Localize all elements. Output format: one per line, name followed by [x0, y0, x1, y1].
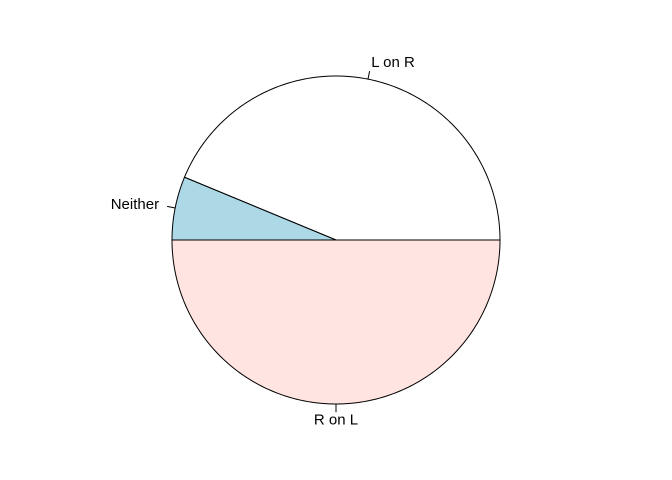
pie-slice-l-on-r	[183, 75, 501, 241]
label-tick-l-on-r	[367, 71, 371, 80]
pie-slices	[171, 75, 501, 405]
slice-label-l-on-r: L on R	[371, 54, 415, 71]
slice-label-r-on-l: R on L	[314, 411, 358, 428]
pie-slice-r-on-l	[171, 239, 501, 405]
slice-labels: L on R Neither R on L	[111, 54, 415, 428]
label-ticks	[167, 71, 371, 413]
pie-slice-neither	[171, 176, 337, 241]
label-tick-neither	[167, 205, 176, 209]
slice-label-neither: Neither	[111, 196, 159, 213]
